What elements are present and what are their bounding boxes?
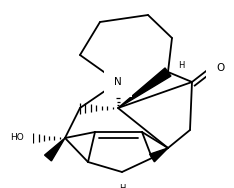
Polygon shape — [150, 148, 168, 162]
Text: HO: HO — [10, 133, 24, 143]
Text: N: N — [114, 77, 122, 87]
Polygon shape — [118, 68, 171, 108]
Text: H: H — [178, 61, 184, 70]
Polygon shape — [44, 138, 65, 161]
Text: H: H — [119, 184, 125, 188]
Text: O: O — [216, 63, 224, 73]
